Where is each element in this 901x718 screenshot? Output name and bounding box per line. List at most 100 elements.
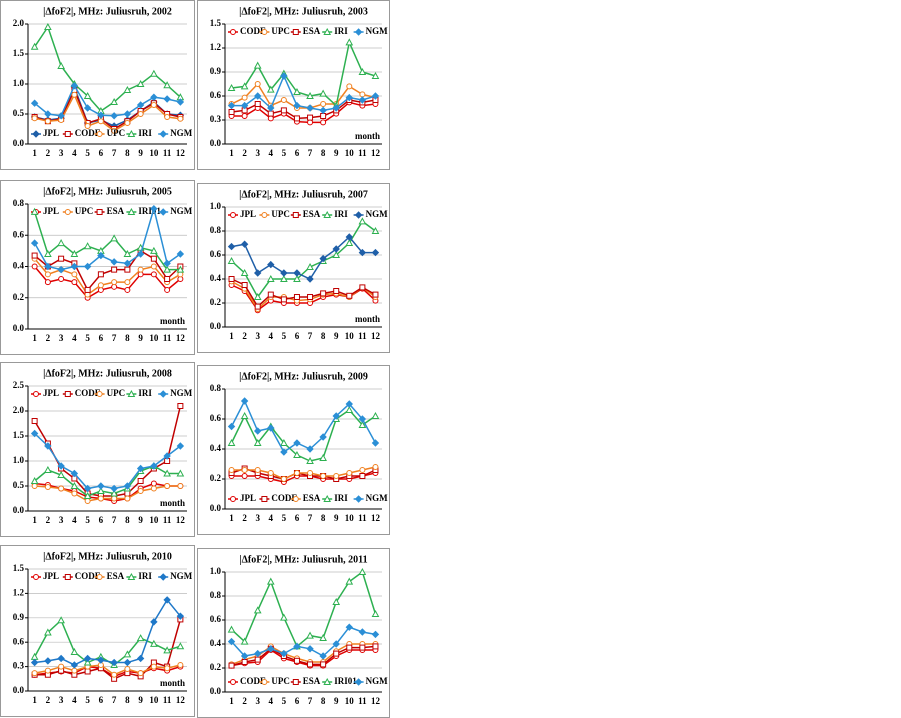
marker [136, 464, 145, 473]
marker [345, 233, 353, 241]
marker [150, 93, 158, 101]
marker [70, 647, 79, 655]
marker [44, 118, 51, 125]
x-tick-label: 8 [125, 515, 130, 525]
y-tick-label: 0.5 [13, 108, 25, 118]
legend-marker [230, 679, 236, 685]
x-tick-label: 5 [85, 695, 90, 705]
marker [110, 258, 118, 266]
marker [176, 442, 185, 450]
marker [30, 42, 39, 50]
legend-marker [323, 210, 332, 218]
x-tick-label: 11 [163, 695, 172, 705]
marker [163, 259, 171, 268]
marker [57, 654, 65, 663]
marker [240, 240, 249, 248]
legend-marker [230, 496, 236, 502]
chart-panel: |ΔfoF2|, MHz: Juliusruh, 2011 0.0 0.2 0.4 0.… [197, 548, 390, 718]
marker [44, 465, 52, 473]
legend-label: UPC [271, 676, 290, 686]
marker [267, 110, 274, 117]
marker [254, 303, 261, 310]
x-tick-label: 6 [99, 148, 104, 158]
marker [320, 473, 327, 479]
marker [57, 616, 65, 624]
x-tick-label: 2 [46, 333, 51, 343]
marker [124, 286, 131, 293]
legend-marker [323, 677, 332, 685]
x-tick-label: 1 [32, 333, 37, 343]
marker [280, 274, 288, 282]
legend-marker [32, 130, 40, 138]
marker [240, 652, 249, 660]
marker [136, 250, 145, 258]
x-tick-label: 6 [295, 696, 300, 706]
x-tick-label: 3 [255, 148, 260, 158]
marker [293, 294, 300, 300]
x-tick-label: 5 [282, 148, 287, 158]
chart-panel: |ΔfoF2|, MHz: Juliusruh, 2005 0.0 0.2 0.4 0.… [0, 180, 195, 355]
marker [150, 618, 158, 626]
marker [372, 291, 379, 298]
x-tick-label: 4 [72, 148, 77, 158]
marker [150, 480, 157, 487]
x-tick-label: 3 [255, 696, 260, 706]
x-tick-label: 12 [371, 148, 381, 158]
marker [124, 279, 131, 286]
x-tick-label: 12 [176, 148, 186, 158]
marker [345, 577, 354, 585]
legend-label: NGM [170, 571, 193, 581]
marker [254, 427, 262, 435]
marker [280, 296, 287, 303]
marker [97, 118, 104, 125]
marker [31, 252, 38, 259]
x-tick-label: 2 [46, 695, 51, 705]
marker [371, 92, 380, 100]
marker [163, 452, 171, 460]
legend-marker [159, 130, 167, 138]
marker [58, 255, 65, 262]
marker [267, 424, 275, 432]
marker [123, 110, 132, 118]
marker [254, 467, 261, 473]
x-tick-label: 2 [46, 148, 51, 158]
x-tick-label: 5 [85, 333, 90, 343]
marker [31, 263, 38, 270]
x-tick-label: 11 [358, 513, 367, 523]
marker [319, 433, 327, 441]
legend-marker [64, 574, 71, 580]
marker [319, 254, 327, 263]
marker [241, 282, 248, 288]
marker [371, 71, 380, 79]
legend-label: JPL [43, 388, 59, 398]
x-tick-label: 9 [138, 515, 143, 525]
y-tick-label: 0.9 [210, 66, 222, 76]
series-line [34, 93, 181, 132]
marker [71, 91, 78, 98]
marker [150, 639, 158, 647]
marker [358, 96, 367, 104]
marker [346, 83, 353, 90]
marker [31, 670, 38, 677]
marker [253, 438, 262, 446]
marker [280, 476, 287, 482]
x-tick-label: 6 [295, 148, 300, 158]
legend-label: UPC [107, 128, 126, 138]
marker [293, 450, 301, 458]
marker [227, 625, 236, 633]
chart-panel: |ΔfoF2|, MHz: Juliusruh, 2009 0.0 0.2 0.4 0.… [197, 365, 390, 535]
marker [227, 83, 236, 91]
x-tick-label: 12 [176, 333, 186, 343]
marker [164, 483, 171, 489]
marker [358, 567, 367, 575]
y-tick-label: 0.6 [13, 229, 25, 239]
x-tick-label: 11 [163, 148, 172, 158]
x-tick-label: 1 [32, 695, 37, 705]
marker [57, 112, 65, 120]
marker [240, 268, 249, 276]
marker [44, 271, 51, 278]
x-tick-label: 2 [46, 515, 51, 525]
marker [267, 104, 275, 112]
marker [150, 263, 157, 270]
x-tick-label: 3 [255, 331, 260, 341]
